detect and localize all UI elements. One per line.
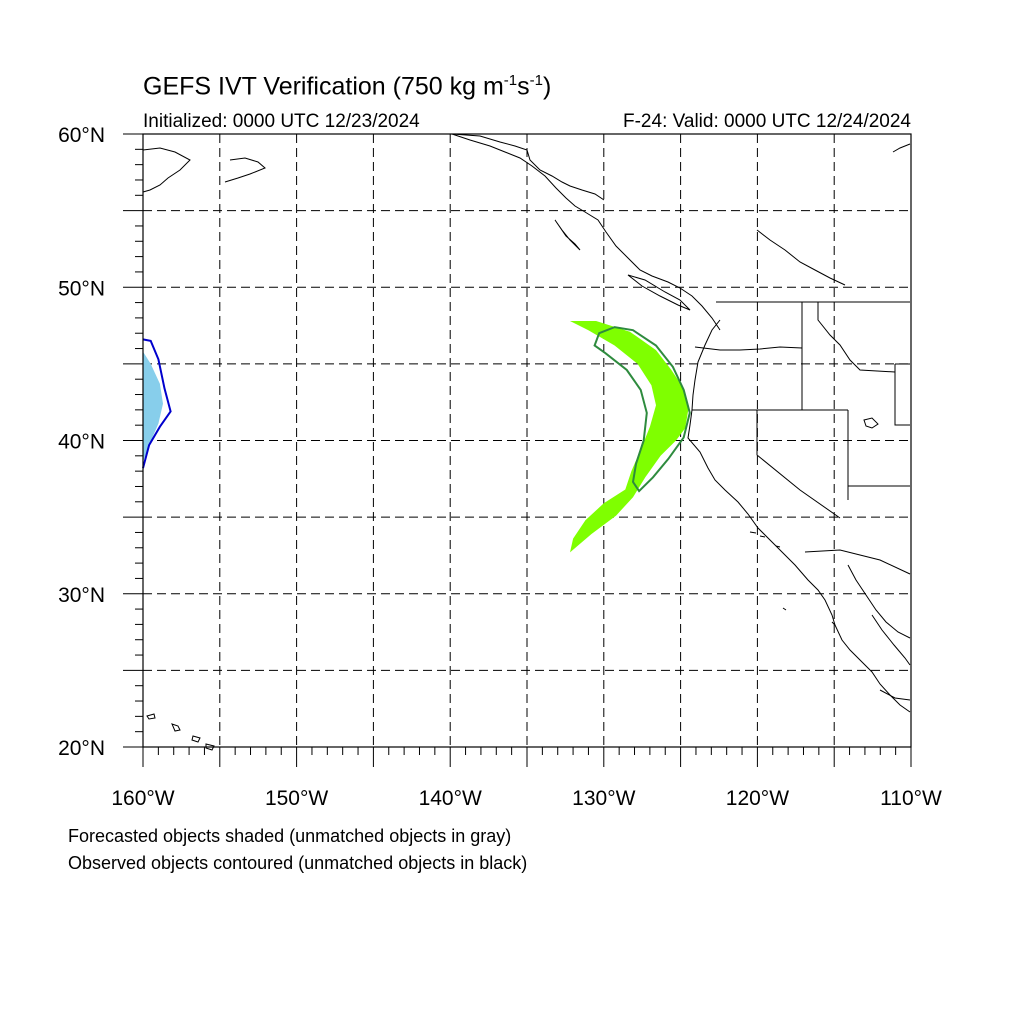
lon-label: 110°W — [880, 787, 942, 810]
channel-islands — [749, 531, 836, 626]
montana-border — [817, 302, 896, 373]
observed-object-west-coast — [593, 326, 691, 493]
coastline-alaska — [451, 133, 721, 331]
mainland-mexico — [871, 614, 911, 666]
coast-lower-right — [879, 689, 911, 701]
hawaii-islands — [146, 713, 215, 751]
top-right-coast — [892, 143, 911, 153]
wa-or-border — [694, 346, 803, 351]
forecast-object-west-edge — [143, 351, 163, 462]
axis-labels: 60°N 50°N 40°N 30°N 20°N 160°W 150°W 140°W 130°W… — [58, 124, 942, 810]
hudson-coast — [756, 229, 846, 286]
valid-time-label: F-24: Valid: 0000 UTC 12/24/2024 — [623, 111, 911, 132]
ivt-objects — [142, 321, 691, 553]
wyoming-border — [894, 363, 910, 426]
coastline-alaska-inner — [451, 133, 605, 201]
observed-object-west-edge — [142, 338, 172, 469]
lat-label: 20°N — [58, 737, 105, 760]
alaska-peninsula — [224, 157, 266, 183]
footnote-observed: Observed objects contoured (unmatched ob… — [68, 853, 528, 873]
us-mexico-border — [804, 549, 911, 575]
initialized-label: Initialized: 0000 UTC 12/23/2024 — [143, 111, 420, 132]
island-chain — [554, 219, 581, 251]
footnote-forecast: Forecasted objects shaded (unmatched obj… — [68, 826, 512, 846]
baja-east — [847, 564, 911, 639]
lat-label: 30°N — [58, 584, 105, 607]
ca-nv-border — [756, 410, 841, 519]
lon-label: 120°W — [726, 787, 789, 810]
lon-label: 130°W — [572, 787, 635, 810]
lon-label: 150°W — [265, 787, 328, 810]
lon-label: 140°W — [419, 787, 482, 810]
coastlines — [142, 133, 911, 751]
baja-coast — [834, 624, 911, 713]
lat-label: 40°N — [58, 431, 105, 454]
coastline-us-west — [687, 319, 836, 626]
alaska-west-coast — [142, 147, 191, 193]
lat-label: 50°N — [58, 277, 105, 300]
axis-ticks — [123, 133, 912, 767]
map-title: GEFS IVT Verification (750 kg m-1s-1) — [143, 72, 552, 101]
vancouver-island — [627, 274, 691, 311]
gridlines — [143, 134, 911, 747]
forecast-object-west-coast — [570, 321, 689, 553]
lat-label: 60°N — [58, 124, 105, 147]
great-salt-lake — [863, 417, 879, 429]
lon-label: 160°W — [111, 787, 174, 810]
